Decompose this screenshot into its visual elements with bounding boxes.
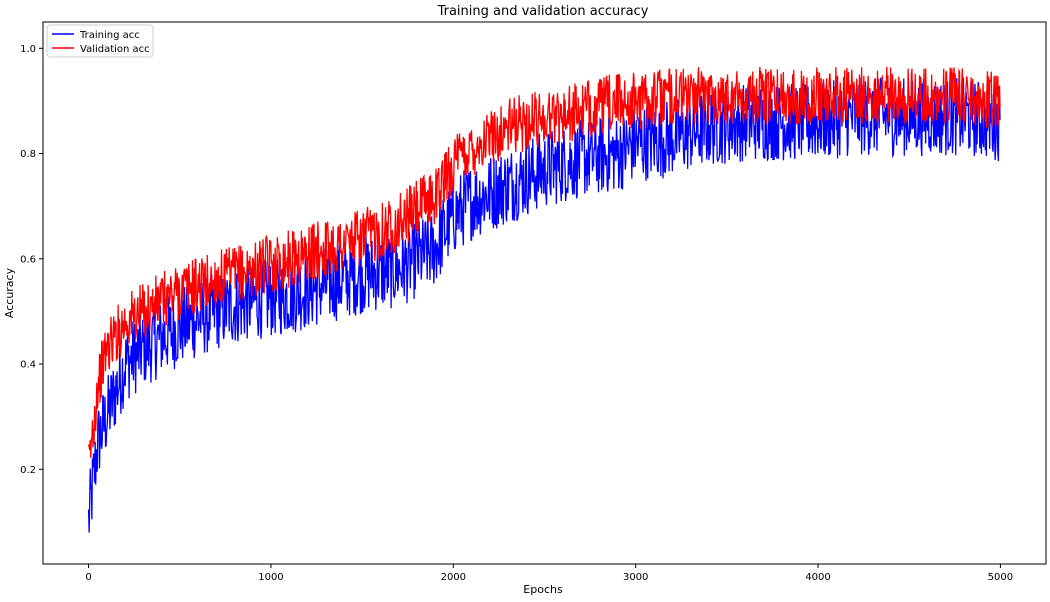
- y-tick-label: 0.2: [20, 465, 36, 476]
- y-axis-label: Accuracy: [3, 267, 16, 318]
- series-line-validation: [87, 66, 1001, 458]
- series-layer: [87, 66, 1001, 533]
- legend-validation-label: Validation acc: [80, 44, 150, 55]
- x-tick-label: 2000: [441, 572, 466, 583]
- x-axis: 0 1000 2000 3000 4000 5000: [85, 564, 1013, 583]
- x-tick-label: 1000: [258, 572, 283, 583]
- y-tick-label: 1.0: [20, 44, 36, 55]
- x-tick-label: 3000: [623, 572, 648, 583]
- y-tick-label: 0.6: [20, 254, 36, 265]
- x-axis-label: Epochs: [523, 583, 563, 596]
- x-tick-label: 0: [85, 572, 91, 583]
- x-tick-label: 4000: [805, 572, 830, 583]
- y-tick-label: 0.8: [20, 149, 36, 160]
- chart-title: Training and validation accuracy: [437, 4, 649, 19]
- x-tick-label: 5000: [988, 572, 1013, 583]
- legend: Training acc Validation acc: [46, 24, 154, 58]
- plot-area: [42, 21, 1047, 565]
- y-axis: 0.2 0.4 0.6 0.8 1.0: [20, 44, 43, 476]
- y-tick-label: 0.4: [20, 360, 36, 371]
- legend-frame: [46, 24, 154, 58]
- legend-training-label: Training acc: [79, 30, 140, 41]
